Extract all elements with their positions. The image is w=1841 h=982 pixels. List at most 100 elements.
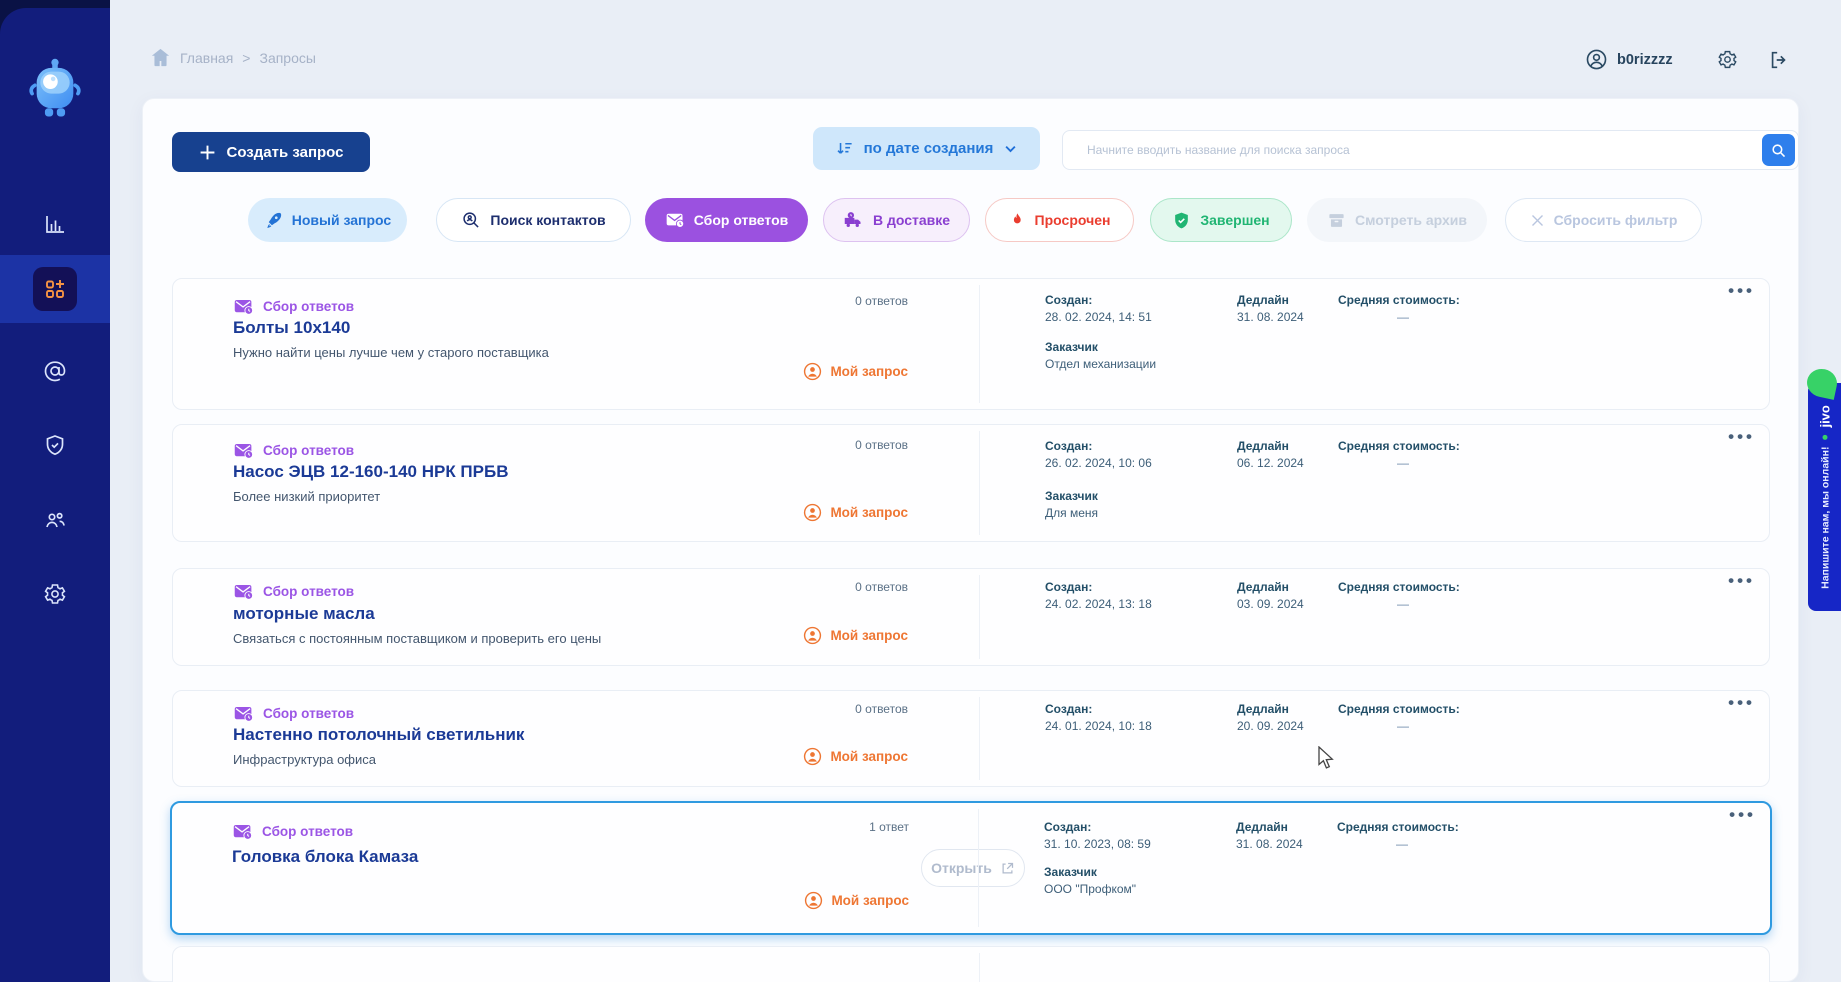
search-contact-icon xyxy=(461,210,481,230)
bar-chart-icon xyxy=(43,212,67,236)
answers-count: 0 ответов xyxy=(855,702,908,716)
at-icon xyxy=(43,359,67,383)
search-input[interactable] xyxy=(1062,130,1799,170)
avg-cost-label: Средняя стоимость: xyxy=(1338,293,1460,307)
card-menu-dots[interactable]: ••• xyxy=(1729,805,1756,824)
sidebar-item-statistics[interactable] xyxy=(33,202,77,246)
request-title: Головка блока Камаза xyxy=(232,847,419,866)
deadline-label: Дедлайн xyxy=(1236,820,1288,834)
filter-in-delivery[interactable]: В доставке xyxy=(823,198,970,242)
request-card[interactable] xyxy=(172,946,1770,982)
filter-new-request[interactable]: Новый запрос xyxy=(248,198,407,242)
username[interactable]: b0rizzzz xyxy=(1617,51,1673,68)
created-label: Создан: xyxy=(1045,702,1093,716)
search-button[interactable] xyxy=(1762,134,1795,166)
answers-count: 0 ответов xyxy=(855,438,908,452)
open-button[interactable]: Открыть xyxy=(921,849,1025,887)
request-card[interactable]: Сбор ответов Насос ЭЦВ 12-160-140 НРК ПР… xyxy=(172,424,1770,542)
created-value: 31. 10. 2023, 08: 59 xyxy=(1044,837,1151,851)
user-profile-icon[interactable] xyxy=(1585,48,1608,71)
card-divider xyxy=(979,697,980,780)
home-icon[interactable] xyxy=(150,48,171,67)
avg-cost-label: Средняя стоимость: xyxy=(1337,820,1459,834)
mail-badge-icon xyxy=(233,581,254,602)
created-value: 24. 02. 2024, 13: 18 xyxy=(1045,597,1152,611)
card-divider xyxy=(979,575,980,659)
filter-contact-search[interactable]: Поиск контактов xyxy=(436,198,631,242)
filter-view-archive[interactable]: Смотреть архив xyxy=(1307,198,1487,242)
sidebar-item-contacts[interactable] xyxy=(33,349,77,393)
card-menu-dots[interactable]: ••• xyxy=(1728,427,1755,446)
robot-logo[interactable] xyxy=(25,56,85,122)
breadcrumb-home[interactable]: Главная xyxy=(180,49,234,66)
plus-icon xyxy=(199,144,216,161)
deadline-label: Дедлайн xyxy=(1237,293,1289,307)
answers-count: 1 ответ xyxy=(869,820,909,834)
shield-check-icon xyxy=(43,433,67,457)
card-menu-dots[interactable]: ••• xyxy=(1728,281,1755,300)
settings-gear-icon[interactable] xyxy=(1717,49,1738,70)
my-request-badge: Мой запрос xyxy=(804,891,909,910)
request-type-label: Сбор ответов xyxy=(263,584,355,599)
create-request-button[interactable]: Создать запрос xyxy=(172,132,370,172)
external-link-icon xyxy=(1000,861,1015,876)
request-title: Болты 10х140 xyxy=(233,318,351,337)
answers-count: 0 ответов xyxy=(855,580,908,594)
user-circle-icon xyxy=(803,362,822,381)
my-request-badge: Мой запрос xyxy=(803,747,908,766)
request-type-label: Сбор ответов xyxy=(263,443,355,458)
my-request-badge: Мой запрос xyxy=(803,503,908,522)
sidebar-item-team[interactable] xyxy=(33,498,77,542)
avg-cost-label: Средняя стоимость: xyxy=(1338,439,1460,453)
created-label: Создан: xyxy=(1044,820,1092,834)
search-icon xyxy=(1770,142,1787,159)
deadline-value: 31. 08. 2024 xyxy=(1237,310,1304,324)
sidebar-active-row xyxy=(0,255,110,323)
filter-completed[interactable]: Завершен xyxy=(1150,198,1292,242)
created-label: Создан: xyxy=(1045,439,1093,453)
created-label: Создан: xyxy=(1045,293,1093,307)
filter-collect-answers[interactable]: Сбор ответов xyxy=(645,198,808,242)
gear-icon xyxy=(43,582,67,606)
avg-cost-value: — xyxy=(1397,310,1409,324)
customer-label: Заказчик xyxy=(1045,340,1098,354)
jivo-brand: jivo xyxy=(1817,405,1832,428)
avg-cost-value: — xyxy=(1397,597,1409,611)
grid-plus-icon xyxy=(43,277,67,301)
request-card[interactable]: Сбор ответов моторные масла Связаться с … xyxy=(172,568,1770,666)
customer-label: Заказчик xyxy=(1044,865,1097,879)
breadcrumb-separator: > xyxy=(242,49,251,66)
request-title: моторные масла xyxy=(233,604,375,623)
card-menu-dots[interactable]: ••• xyxy=(1728,571,1755,590)
deadline-value: 03. 09. 2024 xyxy=(1237,597,1304,611)
user-circle-icon xyxy=(803,626,822,645)
request-card[interactable]: Сбор ответов Болты 10х140 Нужно найти це… xyxy=(172,278,1770,410)
logout-icon[interactable] xyxy=(1768,49,1790,71)
deadline-label: Дедлайн xyxy=(1237,439,1289,453)
request-description: Инфраструктура офиса xyxy=(233,752,376,767)
filter-reset[interactable]: Сбросить фильтр xyxy=(1505,198,1702,242)
deadline-value: 20. 09. 2024 xyxy=(1237,719,1304,733)
jivo-message: Напишите нам, мы онлайн! xyxy=(1818,446,1831,589)
jivo-chat-tab[interactable]: Напишите нам, мы онлайн! jivo xyxy=(1804,366,1841,611)
request-description: Связаться с постоянным поставщиком и про… xyxy=(233,631,602,646)
customer-value: ООО "Профком" xyxy=(1044,882,1137,896)
jivo-leaf-icon xyxy=(1804,366,1840,400)
search-area xyxy=(1062,130,1799,170)
avg-cost-value: — xyxy=(1396,837,1408,851)
request-title: Настенно потолочный светильник xyxy=(233,725,525,744)
sidebar-item-security[interactable] xyxy=(33,423,77,467)
request-card[interactable]: Сбор ответов Настенно потолочный светиль… xyxy=(172,690,1770,787)
sort-dropdown[interactable]: по дате создания xyxy=(813,127,1040,170)
mail-badge-icon xyxy=(232,821,253,842)
mail-badge-icon xyxy=(233,296,254,317)
sidebar-item-requests[interactable] xyxy=(33,267,77,311)
request-card[interactable]: Сбор ответов Головка блока Камаза 1 отве… xyxy=(170,801,1772,935)
sidebar-item-settings[interactable] xyxy=(33,572,77,616)
customer-value: Для меня xyxy=(1045,506,1099,520)
my-request-badge: Мой запрос xyxy=(803,626,908,645)
deadline-label: Дедлайн xyxy=(1237,702,1289,716)
card-menu-dots[interactable]: ••• xyxy=(1728,693,1755,712)
filter-overdue[interactable]: Просрочен xyxy=(985,198,1134,242)
deadline-value: 06. 12. 2024 xyxy=(1237,456,1304,470)
